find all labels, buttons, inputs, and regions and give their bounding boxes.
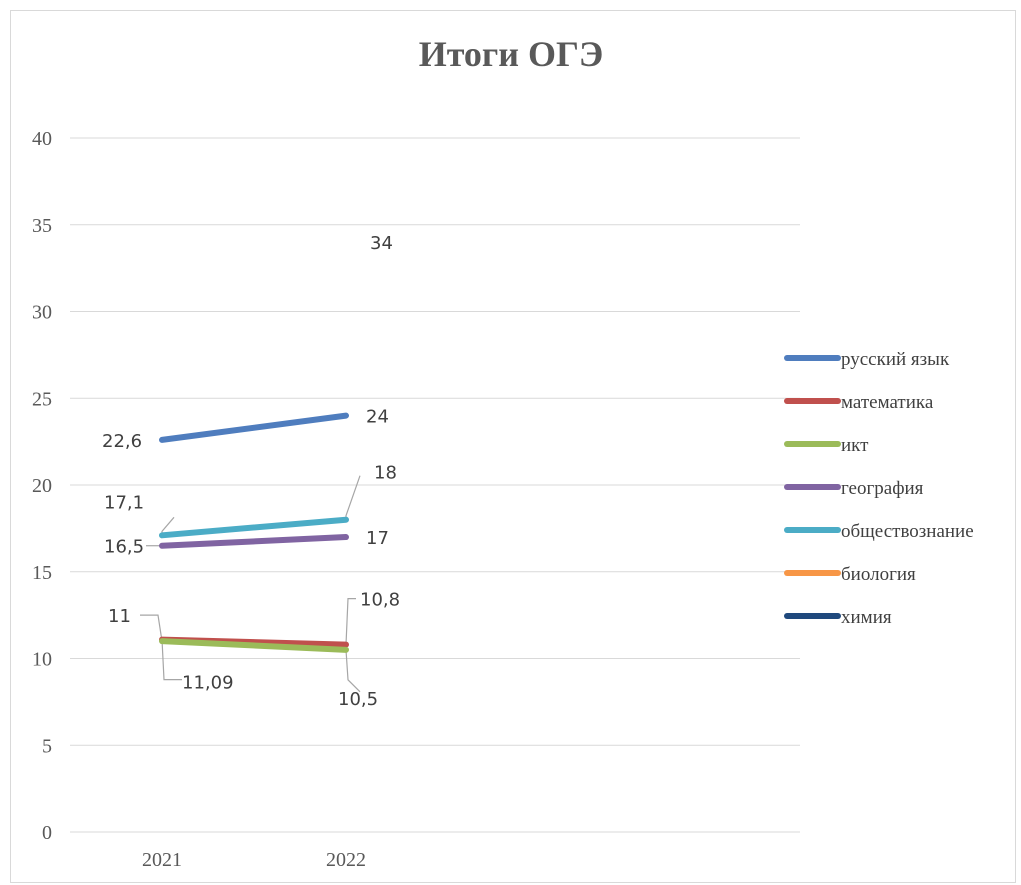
- leader-line: [345, 598, 356, 645]
- x-tick-label: 2021: [142, 849, 182, 871]
- data-labels: 22,6 24 11,09 10,8 11 10,5 16,5 17 17,1 18 34: [102, 233, 400, 710]
- y-tick-label: 0: [42, 822, 52, 844]
- data-label: 24: [366, 407, 389, 428]
- y-tick-label: 5: [42, 735, 52, 757]
- data-label: 11: [108, 606, 131, 627]
- data-label: 10,8: [360, 590, 400, 611]
- chart-frame: [10, 10, 1016, 883]
- data-label: 22,6: [102, 431, 142, 452]
- y-tick-label: 20: [32, 475, 52, 497]
- x-axis: 2021 2022: [142, 849, 366, 871]
- data-label: 11,09: [182, 673, 234, 694]
- data-label: 17,1: [104, 492, 144, 513]
- data-label: 10,5: [338, 689, 378, 710]
- leader-line: [345, 475, 361, 520]
- data-label: 17: [366, 528, 389, 549]
- legend-label: химия: [841, 607, 892, 628]
- series-line-4: [159, 516, 349, 539]
- chart-title: Итоги ОГЭ: [419, 34, 604, 74]
- series-line-3: [159, 534, 349, 549]
- y-tick-label: 35: [32, 215, 52, 237]
- leader-line: [345, 649, 361, 693]
- y-tick-label: 30: [32, 302, 52, 324]
- legend-label: обществознание: [841, 521, 974, 542]
- series-lines: [159, 412, 349, 653]
- x-tick-label: 2022: [326, 849, 366, 871]
- y-tick-label: 40: [32, 128, 52, 150]
- legend-label: математика: [841, 392, 934, 413]
- data-label: 16,5: [104, 537, 144, 558]
- legend-label: биология: [841, 564, 916, 585]
- legend: русский язык математика икт география общест…: [784, 349, 974, 628]
- leader-lines: [140, 475, 361, 693]
- y-tick-label: 25: [32, 388, 52, 410]
- y-axis: 0 5 10 15 20 25 30 35 40: [32, 128, 52, 844]
- y-tick-label: 10: [32, 649, 52, 671]
- series-line-2: [159, 638, 349, 653]
- series-line-0: [159, 412, 349, 443]
- legend-label: икт: [841, 435, 869, 456]
- legend-label: русский язык: [841, 349, 950, 370]
- data-label: 34: [370, 233, 393, 254]
- legend-label: география: [841, 478, 924, 499]
- gridlines: [70, 137, 800, 833]
- y-tick-label: 15: [32, 562, 52, 584]
- leader-line: [161, 639, 182, 681]
- leader-line: [140, 614, 163, 642]
- data-label: 18: [374, 463, 397, 484]
